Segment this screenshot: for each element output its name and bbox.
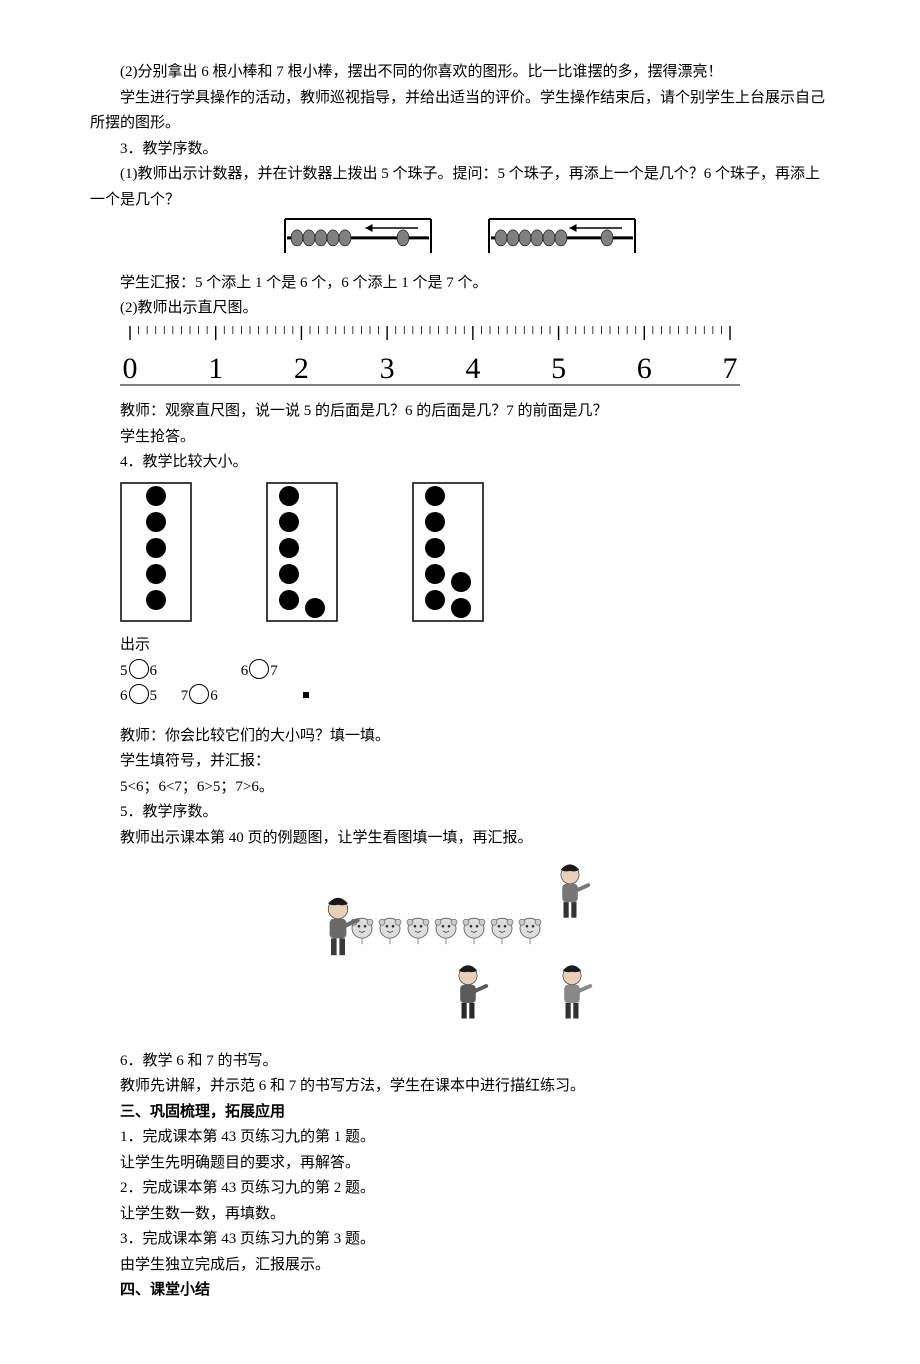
abacus-row <box>90 217 830 265</box>
compare-6-7: 67 <box>241 659 278 685</box>
ruler: 0 1 2 3 4 5 6 7 <box>120 326 830 396</box>
para-sec3-2: (2)教师出示直尺图。 <box>90 296 830 322</box>
illustration-masks <box>90 861 830 1031</box>
cmp-a: 6 <box>120 688 128 704</box>
para-sec3: 3．教学序数。 <box>90 137 830 163</box>
para-compare-q: 教师：你会比较它们的大小吗？填一填。 <box>90 724 830 750</box>
para-sec4: 4．教学比较大小。 <box>90 450 830 476</box>
blank-circle[interactable] <box>129 659 149 679</box>
svg-text:1: 1 <box>208 352 223 385</box>
dot-box-6 <box>266 482 338 632</box>
compare-7-6: 76 <box>181 684 218 710</box>
cmp-b: 6 <box>150 663 158 679</box>
chushi-label: 出示 <box>120 633 830 659</box>
svg-text:7: 7 <box>723 352 738 385</box>
para-report: 学生汇报：5 个添上 1 个是 6 个，6 个添上 1 个是 7 个。 <box>90 271 830 297</box>
compare-row-1: 56 67 <box>120 659 830 685</box>
square-dot-icon <box>303 692 309 698</box>
dot-box-5 <box>120 482 192 632</box>
blank-circle[interactable] <box>189 684 209 704</box>
svg-text:6: 6 <box>637 352 652 385</box>
para-fill: 学生填符号，并汇报： <box>90 749 830 775</box>
para-ex3: 3．完成课本第 43 页练习九的第 3 题。 <box>90 1227 830 1253</box>
para-answer: 学生抢答。 <box>90 425 830 451</box>
para-writing: 教师先讲解，并示范 6 和 7 的书写方法，学生在课本中进行描红练习。 <box>90 1074 830 1100</box>
cmp-a: 7 <box>181 688 189 704</box>
para-activity: 学生进行学具操作的活动，教师巡视指导，并给出适当的评价。学生操作结束后，请个别学… <box>90 86 830 137</box>
para-ruler-q: 教师：观察直尺图，说一说 5 的后面是几？6 的后面是几？7 的前面是几？ <box>90 399 830 425</box>
compare-5-6: 56 <box>120 659 157 685</box>
svg-text:5: 5 <box>551 352 566 385</box>
para-p40: 教师出示课本第 40 页的例题图，让学生看图填一填，再汇报。 <box>90 826 830 852</box>
para-item2: (2)分别拿出 6 根小棒和 7 根小棒，摆出不同的你喜欢的图形。比一比谁摆的多… <box>90 60 830 86</box>
svg-text:0: 0 <box>123 352 138 385</box>
para-answers: 5<6；6<7；6>5；7>6。 <box>90 775 830 801</box>
svg-text:3: 3 <box>380 352 395 385</box>
compare-row-2: 65 76 <box>120 684 830 710</box>
blank-circle[interactable] <box>249 659 269 679</box>
compare-6-5: 65 <box>120 684 157 710</box>
svg-text:2: 2 <box>294 352 309 385</box>
cmp-b: 5 <box>150 688 158 704</box>
dot-boxes-row <box>120 482 830 632</box>
heading-section-3: 三、巩固梳理，拓展应用 <box>90 1100 830 1126</box>
cmp-b: 6 <box>210 688 218 704</box>
para-ex3-desc: 由学生独立完成后，汇报展示。 <box>90 1253 830 1279</box>
svg-text:4: 4 <box>465 352 480 385</box>
para-ex2: 2．完成课本第 43 页练习九的第 2 题。 <box>90 1176 830 1202</box>
cmp-a: 5 <box>120 663 128 679</box>
para-ex1-desc: 让学生先明确题目的要求，再解答。 <box>90 1151 830 1177</box>
cmp-a: 6 <box>241 663 249 679</box>
para-ex2-desc: 让学生数一数，再填数。 <box>90 1202 830 1228</box>
para-sec5: 5．教学序数。 <box>90 800 830 826</box>
dot-box-7 <box>412 482 484 632</box>
abacus-left <box>283 217 433 265</box>
heading-section-4: 四、课堂小结 <box>90 1278 830 1304</box>
para-ex1: 1．完成课本第 43 页练习九的第 1 题。 <box>90 1125 830 1151</box>
para-sec3-1: (1)教师出示计数器，并在计数器上拨出 5 个珠子。提问：5 个珠子，再添上一个… <box>90 162 830 213</box>
para-sec6: 6．教学 6 和 7 的书写。 <box>90 1049 830 1075</box>
blank-circle[interactable] <box>129 684 149 704</box>
cmp-b: 7 <box>270 663 278 679</box>
abacus-right <box>487 217 637 265</box>
